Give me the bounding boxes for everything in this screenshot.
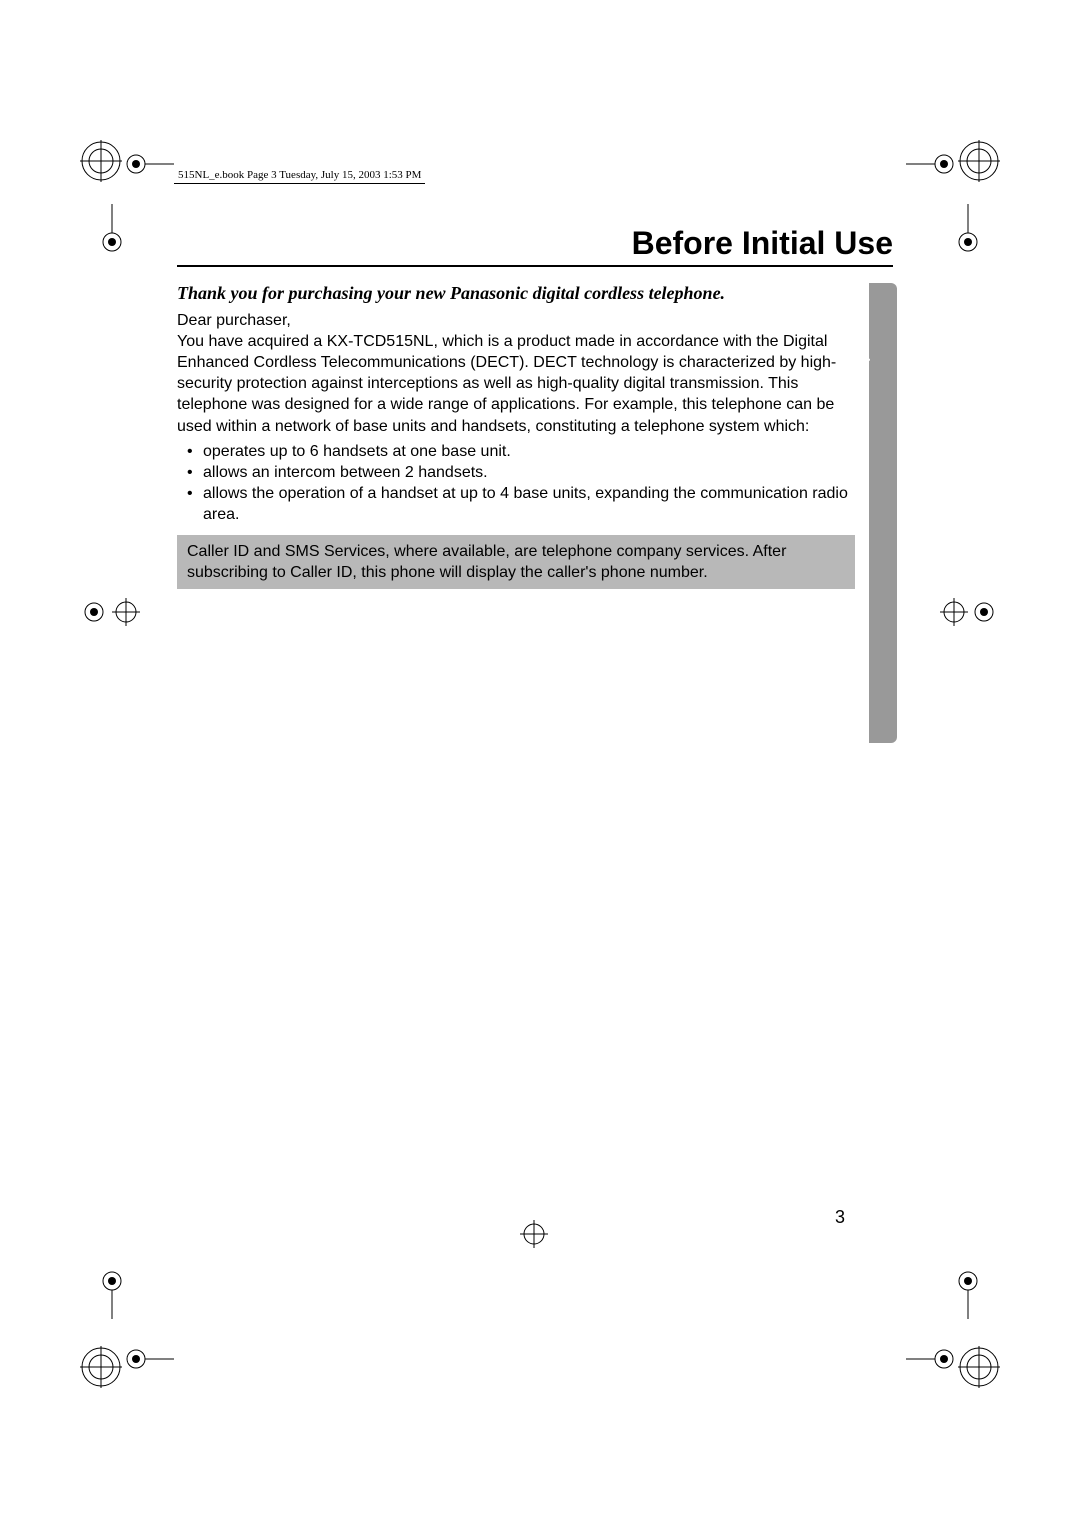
register-mark [970,598,1000,631]
crosshair-mark [112,598,140,626]
section-tab: Preparation [869,283,897,743]
section-tab-label: Preparation [853,295,873,379]
greeting: Dear purchaser, [177,310,855,331]
crosshair-mark [940,598,968,626]
intro-paragraph: You have acquired a KX-TCD515NL, which i… [177,331,855,437]
register-mark [124,152,174,181]
crosshair-mark [80,1346,122,1388]
crosshair-mark [80,140,122,182]
crosshair-mark [958,1346,1000,1388]
feature-list: operates up to 6 handsets at one base un… [187,441,855,525]
feature-item: allows an intercom between 2 handsets. [187,462,855,483]
page-content: Thank you for purchasing your new Panaso… [177,283,855,589]
subtitle: Thank you for purchasing your new Panaso… [177,283,855,304]
register-mark [956,1269,980,1324]
title-rule [177,265,893,267]
crosshair-mark [520,1220,548,1248]
register-mark [124,1347,174,1376]
note-box: Caller ID and SMS Services, where availa… [177,535,855,589]
register-mark [906,1347,956,1376]
page-number: 3 [835,1207,845,1228]
header-file-info: 515NL_e.book Page 3 Tuesday, July 15, 20… [174,167,425,184]
register-mark [80,598,110,631]
register-mark [100,1269,124,1324]
feature-item: allows the operation of a handset at up … [187,483,855,525]
feature-item: operates up to 6 handsets at one base un… [187,441,855,462]
register-mark [906,152,956,181]
register-mark [956,204,980,259]
page-title: Before Initial Use [632,225,893,262]
register-mark [100,204,124,259]
crosshair-mark [958,140,1000,182]
